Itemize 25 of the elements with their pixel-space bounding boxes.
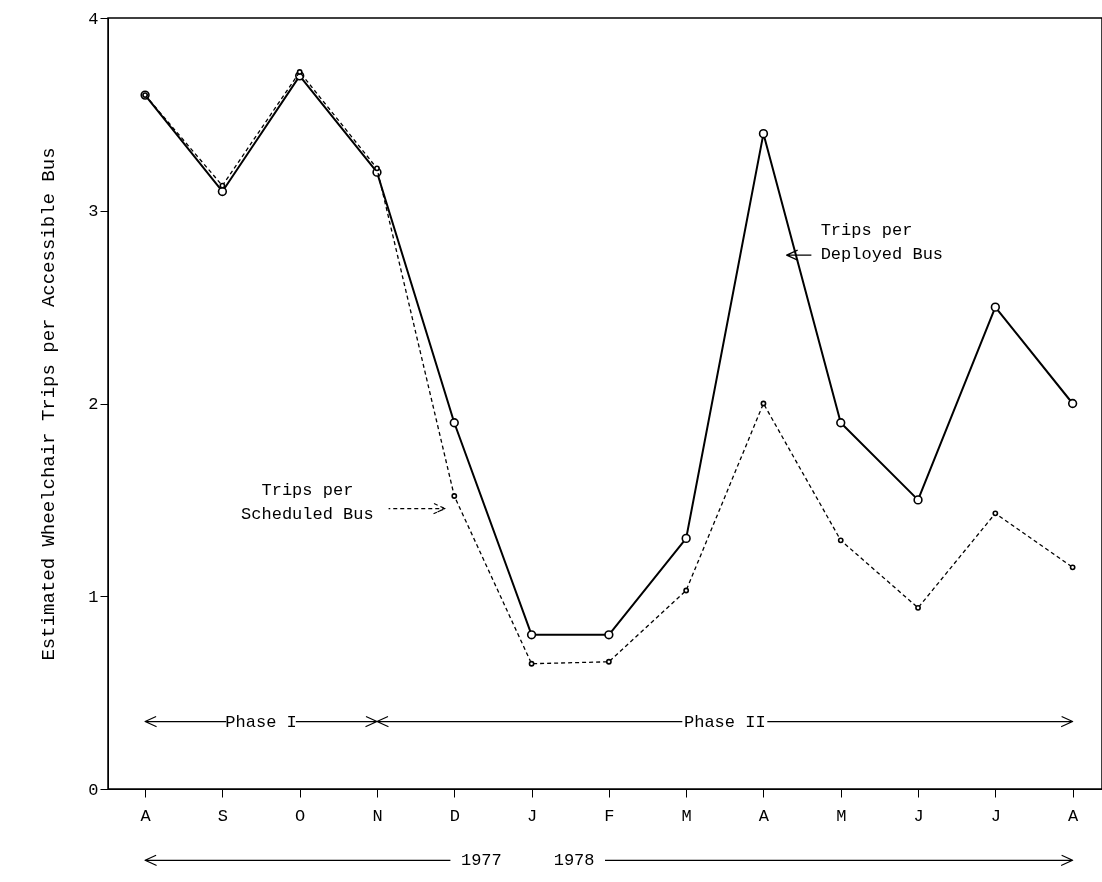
x-tick-label: O — [295, 806, 306, 826]
y-tick-label: 0 — [88, 780, 99, 800]
x-tick-label: A — [1068, 806, 1080, 826]
annotation: Phase I — [225, 712, 297, 732]
x-tick-label: D — [449, 806, 460, 826]
x-tick-label: N — [372, 806, 383, 826]
text: 1977 — [460, 851, 502, 871]
x-tick-label: M — [681, 806, 692, 826]
x-tick-label: J — [990, 806, 1001, 826]
legend-label: Trips per Scheduled Bus — [241, 481, 374, 525]
y-tick-label: 3 — [88, 202, 99, 222]
x-tick-label: J — [526, 806, 538, 826]
x-tick-label: S — [217, 806, 228, 826]
y-tick-label: 1 — [88, 587, 99, 607]
y-tick-label: 4 — [88, 9, 99, 29]
y-tick-label: 2 — [88, 395, 99, 414]
series-label: Trips per Deployed Bus — [820, 221, 944, 265]
x-tick-label: A — [758, 806, 770, 826]
text: 1978 — [553, 851, 595, 871]
x-tick-label: M — [836, 806, 847, 826]
x-tick-label: J — [913, 806, 924, 826]
x-tick-label: F — [604, 806, 615, 826]
y-axis-title: Estimated Wheelchair Trips per Accessible Bus — [38, 147, 61, 661]
annotation: Phase II — [683, 712, 766, 732]
x-tick-label: A — [140, 806, 152, 826]
